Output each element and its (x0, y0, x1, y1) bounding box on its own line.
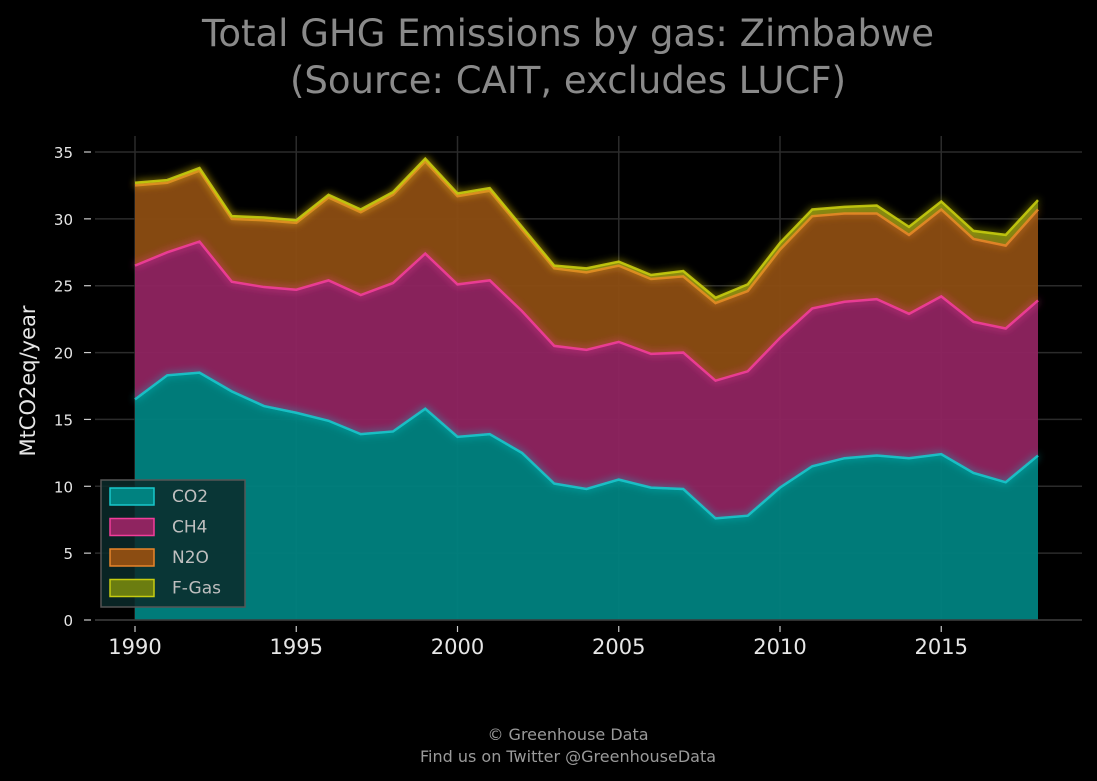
line-f-gas (134, 156, 1039, 300)
y-axis: 0 5 10 15 20 25 30 35 (54, 144, 91, 630)
line-n2o (134, 159, 1039, 305)
y-tick-label: 0 (63, 612, 73, 630)
x-tick-label: 2005 (592, 635, 645, 659)
legend-label-f-gas: F-Gas (172, 579, 221, 599)
footer-copyright: © Greenhouse Data (487, 725, 648, 744)
y-tick-label: 15 (54, 411, 73, 429)
x-axis: 1990 1995 2000 2005 2010 2015 (108, 626, 968, 659)
y-tick-label: 30 (54, 211, 73, 229)
y-tick-label: 10 (54, 478, 73, 496)
line-co2 (134, 371, 1039, 520)
chart-title-line-1: Total GHG Emissions by gas: Zimbabwe (201, 12, 934, 55)
legend-swatch-ch4 (109, 517, 155, 537)
legend-swatch-f-gas (109, 578, 155, 598)
legend-swatch-n2o (109, 548, 155, 567)
x-tick-label: 2000 (431, 635, 484, 659)
y-tick-label: 25 (54, 278, 73, 296)
area-ch4 (135, 241, 1038, 519)
legend-label-co2: CO2 (172, 487, 208, 507)
legend-label-n2o: N2O (172, 548, 209, 568)
chart-title-line-2: (Source: CAIT, excludes LUCF) (290, 59, 846, 102)
y-axis-title: MtCO2eq/year (16, 305, 40, 456)
y-tick-label: 5 (63, 545, 73, 563)
legend-swatch-co2 (109, 487, 155, 506)
x-tick-label: 2010 (753, 635, 806, 659)
y-tick-label: 20 (54, 345, 73, 363)
x-tick-label: 1990 (108, 635, 161, 659)
footer-twitter: Find us on Twitter @GreenhouseData (420, 747, 716, 766)
x-tick-label: 1995 (270, 635, 323, 659)
legend: CO2 CH4 N2O F-Gas (100, 479, 246, 608)
x-tick-label: 2015 (915, 635, 968, 659)
legend-label-ch4: CH4 (172, 518, 207, 538)
plot-lines (95, 156, 1082, 621)
line-ch4 (134, 240, 1039, 383)
y-tick-label: 35 (54, 144, 73, 162)
